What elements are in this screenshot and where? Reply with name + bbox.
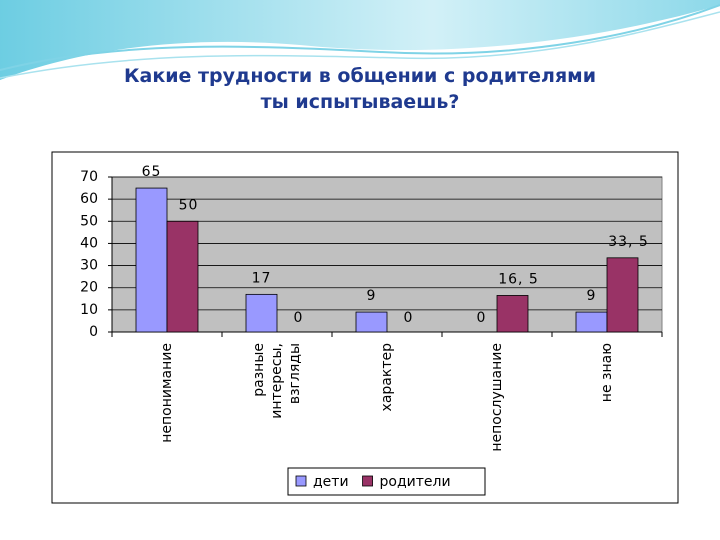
x-tick-label: характер: [379, 343, 395, 412]
bar: [245, 293, 278, 333]
header-decoration: [0, 0, 720, 80]
y-tick-label: 20: [80, 280, 98, 296]
legend-swatch: [295, 475, 307, 487]
chart-title: Какие трудности в общении с родителями ты…: [124, 65, 596, 113]
data-label: 33, 5: [608, 234, 649, 250]
data-label: 0: [477, 310, 487, 326]
x-tick-label: непонимание: [159, 343, 175, 443]
x-tick-label: непослушание: [489, 343, 505, 452]
data-label: 0: [404, 310, 414, 326]
legend-label: дети: [313, 474, 349, 490]
data-label: 0: [294, 310, 304, 326]
y-tick-label: 0: [89, 324, 98, 340]
data-label: 9: [367, 288, 377, 304]
data-label: 17: [252, 270, 272, 286]
legend-swatch: [362, 475, 373, 487]
y-tick-label: 60: [80, 191, 98, 207]
x-tick-label: разные интересы, взгляды: [251, 343, 303, 419]
bar: [496, 295, 529, 333]
y-tick-label: 50: [80, 213, 98, 229]
data-label: 9: [587, 288, 597, 304]
x-tick-label: не знаю: [599, 343, 615, 402]
data-label: 16, 5: [498, 271, 539, 287]
bar: [606, 257, 639, 333]
legend-box: [287, 467, 486, 496]
bar: [575, 311, 608, 333]
data-label: 50: [179, 197, 199, 213]
data-label: 65: [142, 164, 162, 180]
bar: [166, 220, 199, 333]
y-tick-label: 30: [80, 258, 98, 274]
legend-label: родители: [380, 474, 451, 490]
y-tick-label: 40: [80, 235, 98, 251]
y-tick-label: 70: [80, 169, 98, 185]
y-tick-label: 10: [80, 302, 98, 318]
bar: [135, 187, 168, 333]
bar: [355, 311, 388, 333]
